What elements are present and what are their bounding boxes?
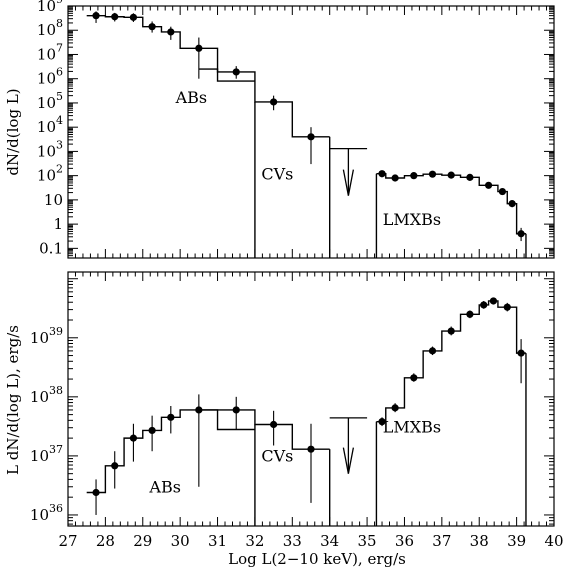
- bottom-panel: 1036 1037 1038 1039 27 28 29 30 31 32 33 34 35 36 37 38…: [30, 271, 564, 550]
- x-tick-label: 29: [133, 532, 152, 550]
- data-point-top: [167, 28, 175, 36]
- data-point-bottom: [232, 406, 240, 414]
- data-point-top: [307, 133, 315, 141]
- data-point-bottom: [167, 413, 175, 421]
- data-point-bottom: [447, 327, 455, 335]
- y-tick-label-bottom: 1036: [30, 502, 63, 524]
- data-point-top: [148, 23, 156, 31]
- upper-limit-arrowhead-bottom: [342, 447, 355, 474]
- data-point-top: [508, 200, 516, 208]
- y-tick-label-top: 107: [37, 41, 63, 63]
- data-point-top: [195, 44, 203, 52]
- data-point-top: [517, 230, 525, 238]
- x-tick-label: 37: [432, 532, 451, 550]
- data-point-top: [391, 174, 399, 182]
- annotation-abs-bottom: ABs: [148, 477, 181, 496]
- x-tick-label: 32: [245, 532, 264, 550]
- y-tick-label-top: 109: [37, 0, 63, 15]
- histogram-step-bottom-0: [86, 300, 526, 494]
- y-tick-label-top: 1: [53, 215, 63, 233]
- data-point-bottom: [148, 426, 156, 435]
- x-axis-label: Log L(2−10 keV), erg/s: [228, 550, 406, 568]
- data-point-bottom: [480, 301, 488, 309]
- histogram-step-bottom-1: [198, 409, 255, 431]
- y-tick-label-top: 103: [37, 138, 63, 160]
- annotation-lmxbs-bottom: LMXBs: [383, 417, 441, 436]
- plot-frame-bottom: [67, 271, 555, 527]
- data-point-bottom: [466, 310, 474, 318]
- y-tick-label-top: 10: [44, 191, 63, 209]
- data-point-bottom: [391, 404, 399, 412]
- data-point-top: [232, 68, 240, 76]
- y-tick-label-top: 104: [37, 114, 63, 136]
- x-tick-label: 30: [171, 532, 190, 550]
- x-tick-label: 39: [507, 532, 526, 550]
- x-tick-label: 35: [358, 532, 377, 550]
- data-point-top: [270, 98, 278, 106]
- annotation-lmxbs-top: LMXBs: [383, 210, 441, 229]
- y-axis-label-top: dN/d(log L): [4, 88, 22, 175]
- y-tick-label-bottom: 1039: [30, 325, 63, 347]
- x-tick-label: 38: [470, 532, 489, 550]
- y-tick-label-top: 106: [37, 66, 63, 88]
- x-tick-label: 27: [58, 532, 77, 550]
- data-point-top: [447, 171, 455, 179]
- data-point-bottom: [517, 349, 525, 357]
- data-point-bottom: [503, 303, 511, 311]
- annotation-abs-top: ABs: [175, 88, 208, 107]
- data-point-bottom: [111, 462, 119, 470]
- x-tick-label: 33: [283, 532, 302, 550]
- data-point-bottom: [195, 406, 203, 414]
- data-point-top: [111, 13, 119, 21]
- y-tick-label-bottom: 1037: [30, 443, 63, 465]
- y-tick-label-bottom: 1038: [30, 384, 63, 406]
- x-tick-label: 34: [320, 532, 339, 550]
- y-axis-label-bottom: L dN/d(log L), erg/s: [4, 325, 22, 475]
- data-point-bottom: [129, 434, 138, 442]
- annotation-cvs-top: CVs: [261, 164, 293, 183]
- data-point-top: [410, 172, 418, 180]
- annotation-cvs-bottom: CVs: [261, 447, 293, 466]
- y-tick-label-top: 102: [37, 163, 63, 185]
- data-point-bottom: [92, 488, 100, 497]
- data-point-bottom: [428, 347, 437, 355]
- data-point-top: [498, 187, 507, 196]
- x-tick-label: 36: [395, 532, 414, 550]
- data-point-top: [129, 13, 138, 21]
- data-point-top: [428, 170, 437, 178]
- data-point-top: [466, 173, 474, 181]
- histogram-step-top-0: [86, 14, 526, 235]
- y-tick-label-top: 105: [37, 90, 63, 112]
- data-point-bottom: [307, 445, 315, 453]
- x-tick-label: 40: [544, 532, 563, 550]
- plot-frame-top: [67, 5, 555, 259]
- data-point-top: [92, 12, 100, 20]
- data-point-top: [378, 170, 386, 178]
- y-tick-label-top: 0.1: [39, 239, 63, 257]
- data-point-top: [484, 181, 493, 189]
- upper-limit-arrowhead-top: [342, 169, 355, 196]
- data-point-bottom: [489, 297, 498, 305]
- x-tick-label: 28: [96, 532, 115, 550]
- x-tick-label: 31: [208, 532, 227, 550]
- y-tick-label-top: 108: [37, 17, 63, 39]
- data-point-bottom: [378, 418, 386, 426]
- data-point-bottom: [410, 374, 418, 382]
- histogram-step-top-1: [198, 68, 255, 82]
- data-point-bottom: [270, 420, 278, 429]
